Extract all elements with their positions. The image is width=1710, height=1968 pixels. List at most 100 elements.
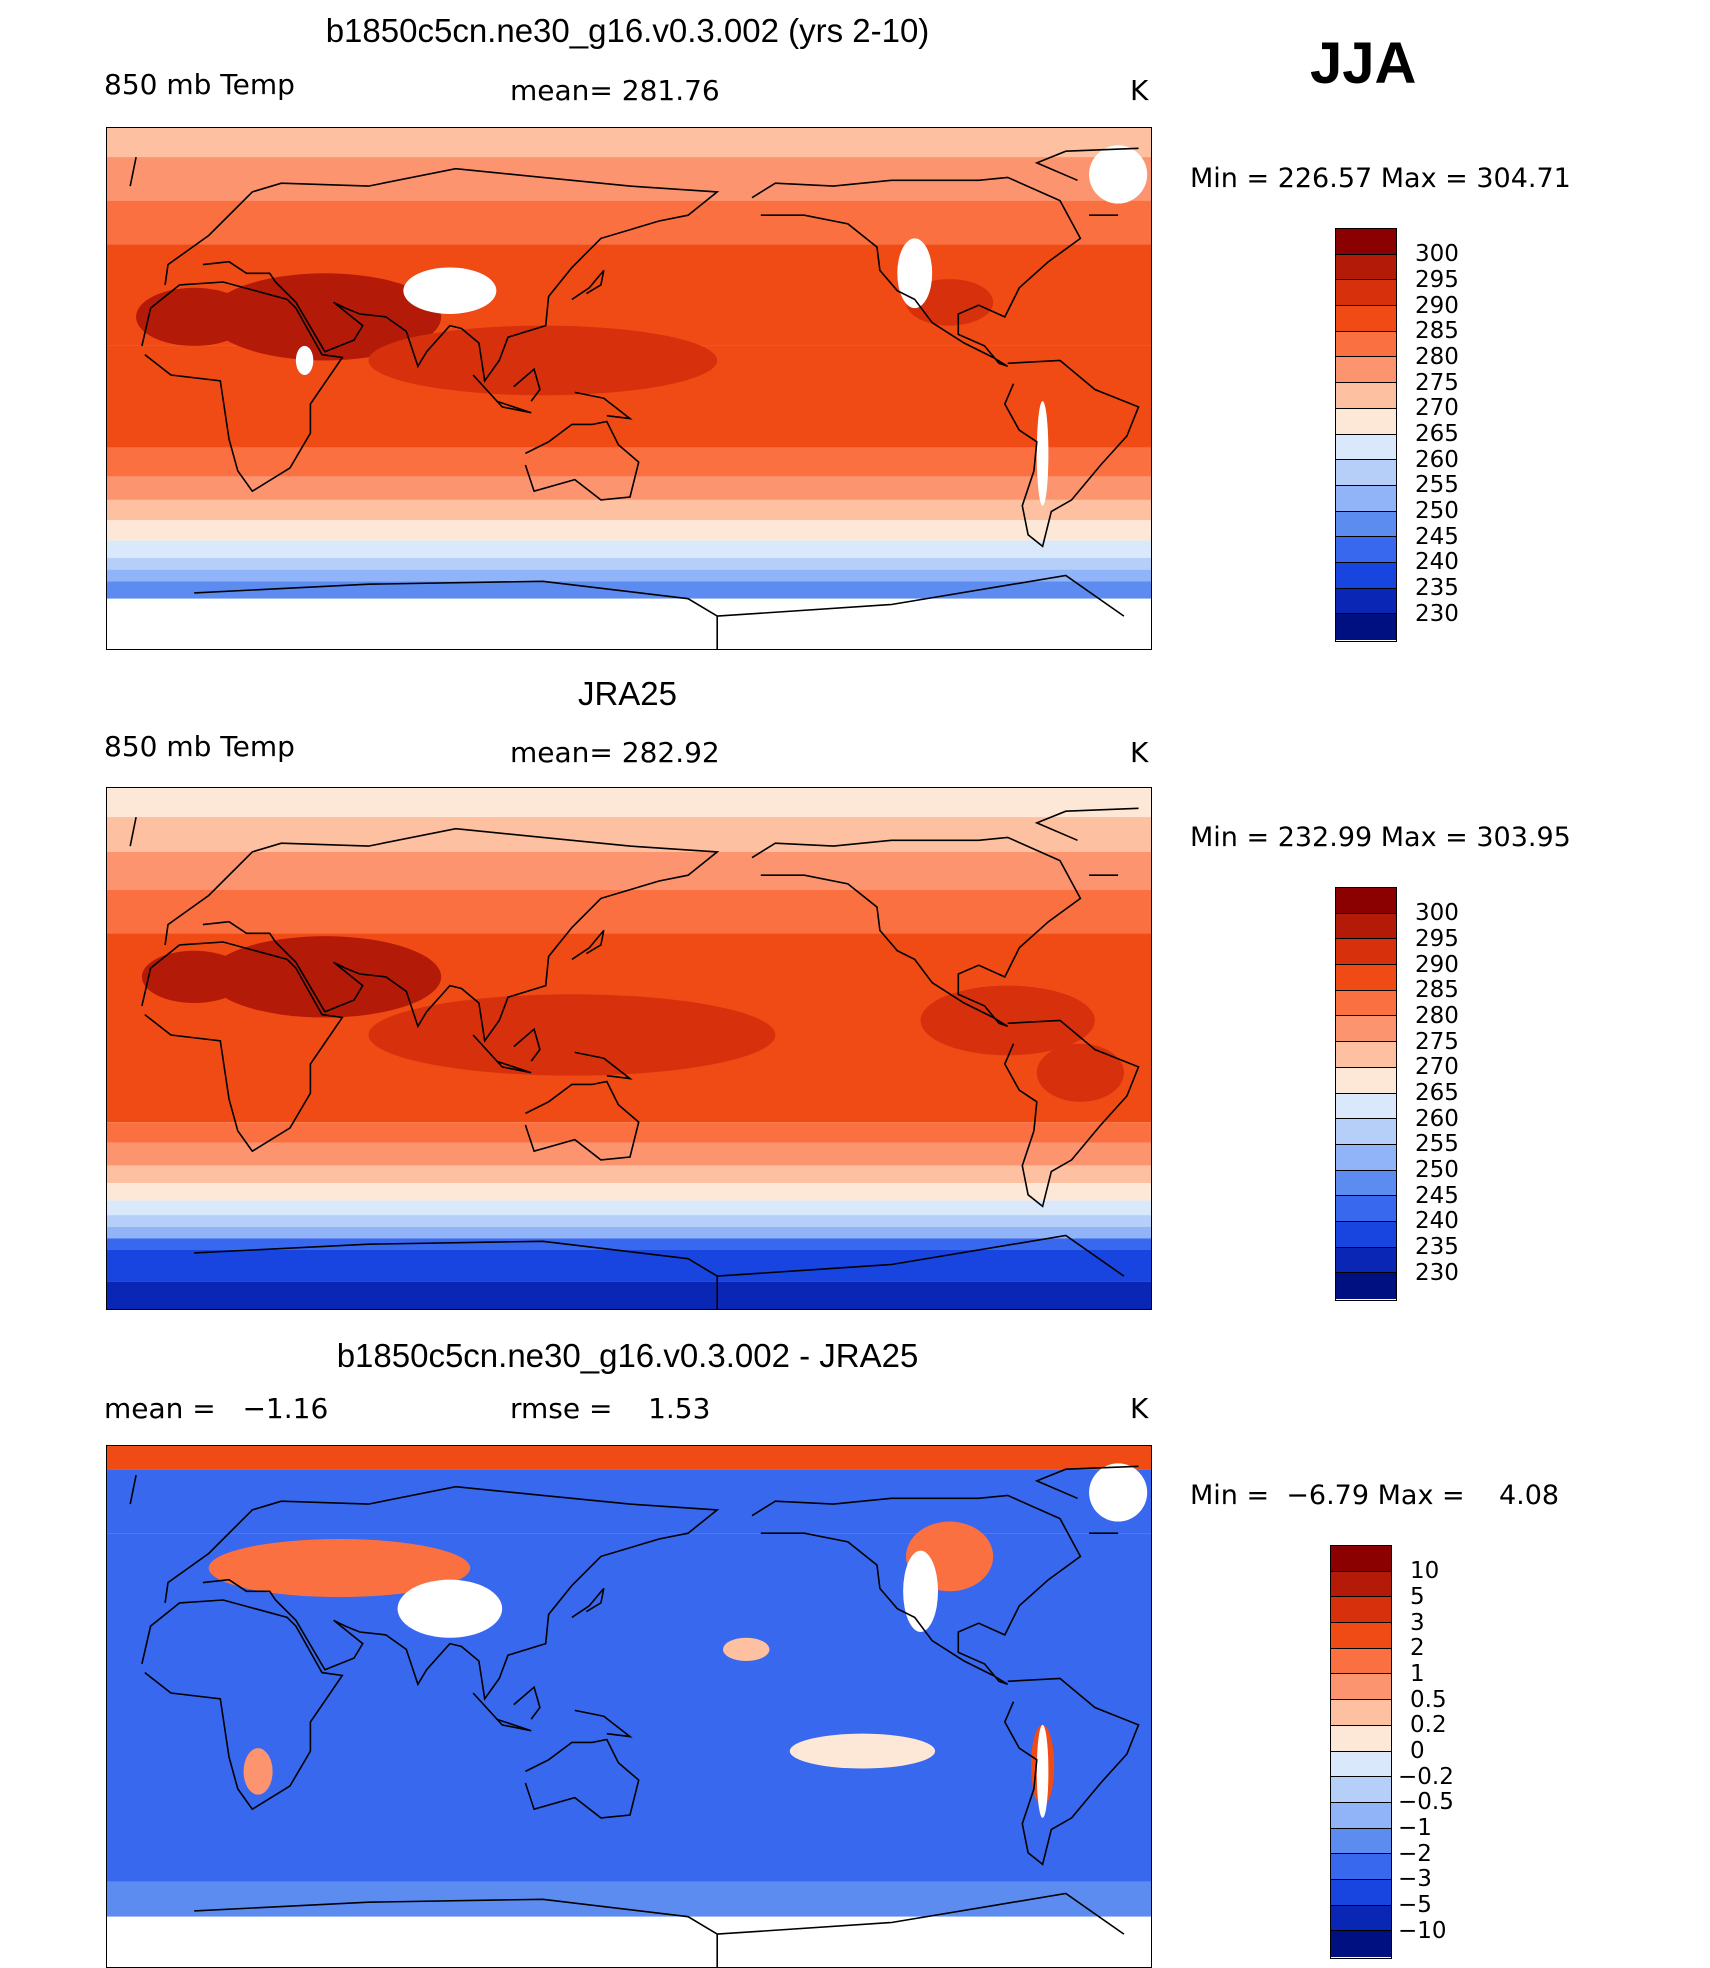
colorbar-swatch xyxy=(1336,614,1396,640)
colorbar-swatch xyxy=(1331,1803,1391,1829)
masked-region-1 xyxy=(897,238,932,308)
colorbar-swatch xyxy=(1331,1880,1391,1906)
field-band-0 xyxy=(107,1446,1152,1469)
colorbar-swatch xyxy=(1336,1119,1396,1145)
colorbar-label: 265 xyxy=(1415,1082,1459,1105)
field-band-8 xyxy=(107,520,1152,540)
season-label: JJA xyxy=(1310,30,1416,97)
colorbar-label: 290 xyxy=(1415,954,1459,977)
colorbar-label: 235 xyxy=(1415,577,1459,600)
masked-region-0 xyxy=(398,1580,503,1638)
field-band-7 xyxy=(107,1166,1152,1183)
field-band-2 xyxy=(107,852,1152,890)
colorbar-swatch xyxy=(1331,1752,1391,1778)
colorbar-swatch xyxy=(1336,1222,1396,1248)
colorbar-label: −2 xyxy=(1398,1843,1432,1866)
field-band-13 xyxy=(107,1250,1152,1282)
colorbar-swatch xyxy=(1331,1854,1391,1880)
panel-2-title: JRA25 xyxy=(104,675,1151,713)
panel-2-field xyxy=(107,788,1152,1310)
masked-region-1 xyxy=(903,1551,938,1632)
colorbar-swatch xyxy=(1336,512,1396,538)
colorbar-swatch xyxy=(1336,486,1396,512)
colorbar-label: 260 xyxy=(1415,449,1459,472)
field-band-5 xyxy=(107,1122,1152,1142)
field-band-4 xyxy=(107,1917,1152,1968)
colorbar-label: 275 xyxy=(1415,372,1459,395)
colorbar-label: −5 xyxy=(1398,1894,1432,1917)
field-band-9 xyxy=(107,1201,1152,1216)
panel-3-title: b1850c5cn.ne30_g16.v0.3.002 - JRA25 xyxy=(104,1337,1151,1375)
colorbar-swatch xyxy=(1331,1649,1391,1675)
colorbar-label: 240 xyxy=(1415,1210,1459,1233)
colorbar-swatch xyxy=(1336,460,1396,486)
colorbar-label: 295 xyxy=(1415,269,1459,292)
field-band-8 xyxy=(107,1183,1152,1200)
colorbar-label: −10 xyxy=(1398,1920,1447,1943)
colorbar-swatch xyxy=(1331,1546,1391,1572)
colorbar-swatch xyxy=(1336,229,1396,255)
field-hotspot-1 xyxy=(136,288,252,346)
colorbar-label: 250 xyxy=(1415,1159,1459,1182)
colorbar-label: 270 xyxy=(1415,1056,1459,1079)
panel-2-colorbar xyxy=(1335,887,1397,1301)
colorbar-label: 290 xyxy=(1415,295,1459,318)
colorbar-swatch xyxy=(1336,383,1396,409)
colorbar-label: 280 xyxy=(1415,346,1459,369)
field-band-7 xyxy=(107,500,1152,520)
colorbar-swatch xyxy=(1336,1145,1396,1171)
panel-2-minmax: Min = 232.99 Max = 303.95 xyxy=(1190,822,1571,853)
colorbar-label: −3 xyxy=(1398,1868,1432,1891)
colorbar-label: 275 xyxy=(1415,1031,1459,1054)
colorbar-swatch xyxy=(1331,1777,1391,1803)
colorbar-label: 260 xyxy=(1415,1108,1459,1131)
colorbar-label: 285 xyxy=(1415,320,1459,343)
field-hotspot-3 xyxy=(723,1638,769,1661)
colorbar-swatch xyxy=(1331,1597,1391,1623)
field-band-3 xyxy=(107,1882,1152,1917)
colorbar-swatch xyxy=(1336,1094,1396,1120)
colorbar-label: 300 xyxy=(1415,902,1459,925)
colorbar-label: 265 xyxy=(1415,423,1459,446)
panel-2-variable: 850 mb Temp xyxy=(104,730,295,763)
panel-3-minmax: Min = −6.79 Max = 4.08 xyxy=(1190,1480,1559,1511)
colorbar-label: 2 xyxy=(1410,1637,1425,1660)
colorbar-swatch xyxy=(1336,888,1396,914)
panel-3-colorbar xyxy=(1330,1545,1392,1959)
panel-1-map xyxy=(106,127,1152,650)
colorbar-label: 270 xyxy=(1415,397,1459,420)
panel-1-colorbar xyxy=(1335,228,1397,642)
colorbar-label: 0.2 xyxy=(1410,1714,1447,1737)
colorbar-swatch xyxy=(1336,1068,1396,1094)
masked-region-4 xyxy=(296,346,313,375)
panel-3-rmse: rmse = 1.53 xyxy=(510,1392,710,1425)
panel-1-units: K xyxy=(1130,74,1148,107)
field-hotspot-4 xyxy=(244,1748,273,1794)
field-hotspot-4 xyxy=(1037,1044,1124,1102)
colorbar-label: 245 xyxy=(1415,526,1459,549)
colorbar-swatch xyxy=(1331,1623,1391,1649)
colorbar-swatch xyxy=(1336,1196,1396,1222)
field-hotspot-2 xyxy=(369,994,776,1075)
panel-3-map xyxy=(106,1445,1152,1968)
masked-region-2 xyxy=(1037,401,1049,506)
field-band-11 xyxy=(107,1227,1152,1239)
colorbar-label: 300 xyxy=(1415,243,1459,266)
colorbar-swatch xyxy=(1336,332,1396,358)
panel-1-field xyxy=(107,128,1152,650)
colorbar-swatch xyxy=(1336,1248,1396,1274)
panel-2-map xyxy=(106,787,1152,1310)
colorbar-swatch xyxy=(1336,280,1396,306)
colorbar-swatch xyxy=(1331,1931,1391,1957)
colorbar-swatch xyxy=(1336,255,1396,281)
colorbar-swatch xyxy=(1331,1674,1391,1700)
masked-region-2 xyxy=(1089,1463,1147,1521)
colorbar-swatch xyxy=(1336,914,1396,940)
field-band-9 xyxy=(107,541,1152,558)
colorbar-swatch xyxy=(1336,1042,1396,1068)
colorbar-label: 230 xyxy=(1415,1262,1459,1285)
panel-1-variable: 850 mb Temp xyxy=(104,68,295,101)
field-hotspot-1 xyxy=(142,951,247,1003)
field-band-12 xyxy=(107,1238,1152,1250)
colorbar-label: 0.5 xyxy=(1410,1689,1447,1712)
